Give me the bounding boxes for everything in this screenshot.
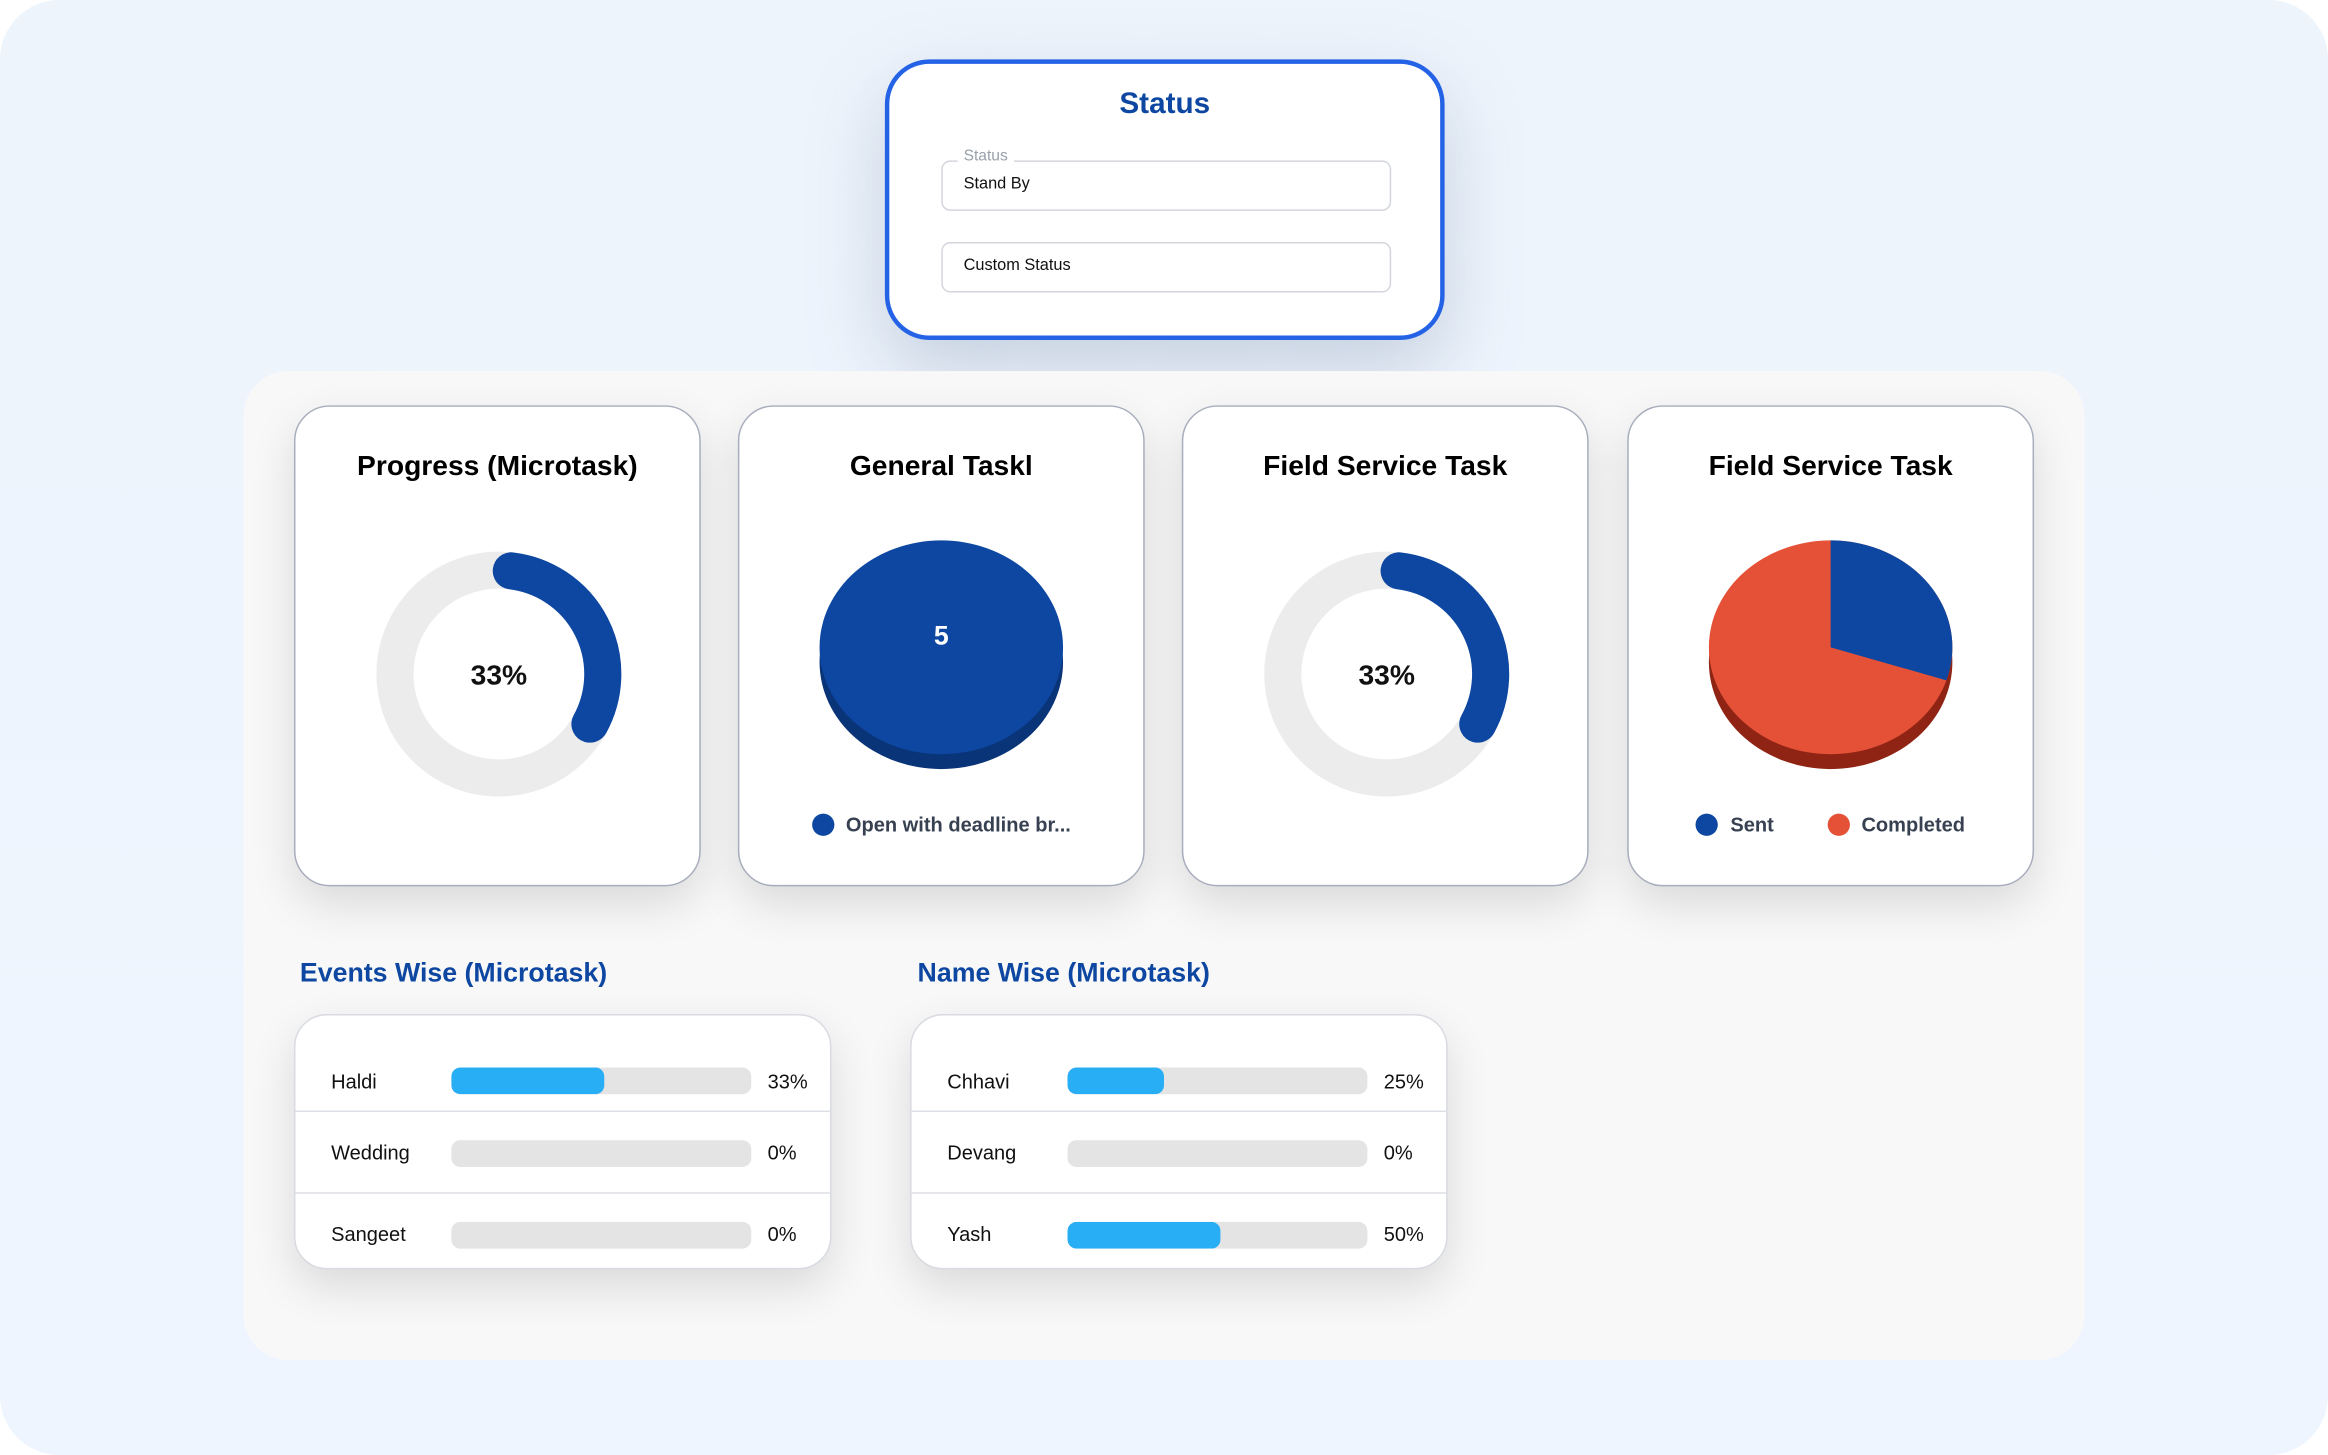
general-task-card: General Taskl 5 Open with deadline br... (737, 405, 1145, 887)
pie-value-label: 5 (934, 620, 949, 650)
status-select[interactable]: Status Stand By (941, 146, 1392, 211)
field-service-task-card: Field Service Task 33% (1181, 405, 1589, 887)
progress-bar (1067, 1221, 1368, 1248)
table-row: Haldi 33% (295, 1039, 829, 1122)
custom-status-placeholder: Custom Status (963, 256, 1071, 275)
progress-bar (1067, 1139, 1368, 1167)
card-title: General Taskl (849, 451, 1033, 483)
table-row: Devang 0% (911, 1110, 1447, 1194)
legend: Open with deadline br... (739, 813, 1143, 836)
donut-chart: 33% (1264, 551, 1510, 797)
progress-fill (451, 1067, 605, 1095)
row-percent: 0% (1383, 1141, 1413, 1165)
row-name: Sangeet (331, 1223, 406, 1246)
status-field-label: Status (957, 146, 1014, 165)
row-name: Devang (947, 1141, 1017, 1165)
legend-dot-icon (811, 813, 835, 836)
progress-bar (451, 1067, 752, 1095)
row-name: Wedding (331, 1141, 410, 1165)
card-title: Field Service Task (1263, 451, 1508, 483)
donut-progress-arc (492, 552, 622, 743)
card-title: Field Service Task (1708, 451, 1953, 483)
table-row: Wedding 0% (295, 1110, 830, 1194)
row-percent: 50% (1383, 1223, 1424, 1246)
events-wise-title: Events Wise (Microtask) (299, 957, 608, 988)
pie-chart: 5 (819, 540, 1064, 770)
name-wise-title: Name Wise (Microtask) (917, 957, 1210, 988)
donut-label: 33% (1358, 658, 1414, 690)
donut-chart: 33% (376, 551, 622, 797)
row-percent: 25% (1383, 1069, 1424, 1092)
table-row: Chhavi 25% (912, 1039, 1446, 1122)
legend-dot-icon (1827, 813, 1850, 836)
events-wise-table: Haldi 33% Wedding 0% Sangeet 0% (293, 1014, 832, 1270)
legend-item-completed[interactable]: Completed (1827, 813, 1966, 836)
legend-label: Sent (1730, 813, 1774, 836)
legend-item-sent[interactable]: Sent (1696, 813, 1774, 836)
row-name: Haldi (331, 1069, 377, 1092)
row-percent: 33% (767, 1069, 808, 1092)
progress-bar (1067, 1067, 1368, 1095)
legend-item[interactable]: Open with deadline br... (811, 813, 1071, 836)
progress-fill (1067, 1221, 1221, 1248)
table-row: Yash 50% (911, 1192, 1447, 1268)
progress-bar (451, 1139, 752, 1167)
legend: Sent Completed (1629, 813, 2033, 836)
table-row: Sangeet 0% (295, 1192, 830, 1268)
donut-label: 33% (471, 658, 527, 690)
custom-status-input[interactable]: Custom Status (941, 242, 1392, 293)
pie-slice-open[interactable] (819, 540, 1064, 755)
progress-bar (451, 1221, 752, 1248)
status-card-title: Status (1119, 87, 1211, 121)
row-percent: 0% (767, 1223, 797, 1246)
name-wise-table: Chhavi 25% Devang 0% Yash 50% (910, 1014, 1448, 1270)
legend-label: Completed (1861, 813, 1966, 836)
field-service-task-pie-card: Field Service Task Sent Completed (1627, 405, 2035, 887)
row-name: Yash (947, 1223, 992, 1246)
donut-progress-arc (1380, 552, 1510, 743)
card-title: Progress (Microtask) (357, 451, 638, 483)
status-card: Status Status Stand By Custom Status (884, 59, 1445, 340)
pie-chart (1708, 540, 1953, 770)
progress-fill (1067, 1067, 1164, 1095)
status-field-value: Stand By (963, 175, 1030, 194)
legend-dot-icon (1696, 813, 1719, 836)
row-name: Chhavi (947, 1069, 1010, 1092)
legend-label: Open with deadline br... (845, 813, 1071, 836)
row-percent: 0% (767, 1141, 797, 1165)
pie-slice-sent[interactable] (1830, 540, 1953, 681)
progress-microtask-card: Progress (Microtask) 33% (293, 405, 701, 887)
